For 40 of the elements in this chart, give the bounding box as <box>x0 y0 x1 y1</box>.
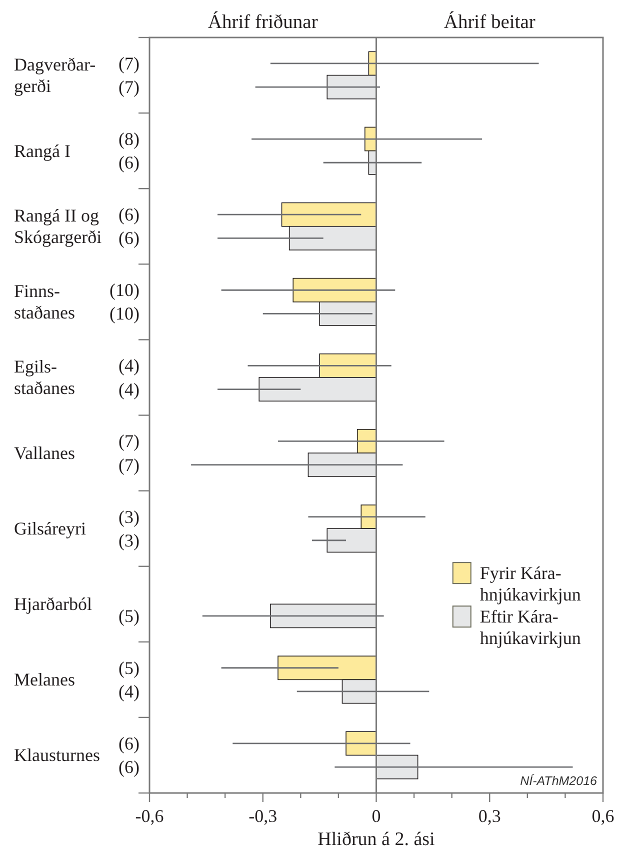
text: (7) <box>118 454 140 475</box>
text: (5) <box>118 606 140 626</box>
text: (7) <box>118 77 140 98</box>
text: (6) <box>118 152 140 173</box>
y-tick-label: Rangá II og Skógargerði <box>14 206 102 248</box>
y-tick-label: Dagverðar- gerði <box>14 54 96 96</box>
text: (3) <box>118 530 140 550</box>
text: (6) <box>118 757 140 778</box>
x-tick-label: -0,6 <box>135 806 164 826</box>
y-tick-label: Egils- staðanes <box>14 356 75 398</box>
x-tick-label: -0,3 <box>248 806 278 826</box>
text: (4) <box>118 379 140 400</box>
text: (8) <box>118 129 140 150</box>
y-tick-label: Klausturnes <box>14 745 100 766</box>
y-tick-label: Rangá I <box>14 140 70 161</box>
text: (7) <box>118 53 140 74</box>
legend-label: Fyrir Kára- hnjúkavirkjun <box>480 563 581 605</box>
x-tick-label: 0 <box>372 806 381 826</box>
text: Áhrif beitar <box>444 11 536 33</box>
text: (10) <box>110 280 140 300</box>
annotation: NÍ-AThM2016 <box>520 774 598 788</box>
text: (6) <box>118 204 140 225</box>
text: (4) <box>118 681 140 702</box>
text: (7) <box>118 431 140 452</box>
x-tick-label: 0,6 <box>592 806 614 826</box>
y-tick-label: Hjarðarból <box>14 594 92 614</box>
text: Áhrif friðunar <box>208 11 318 33</box>
text: (5) <box>118 658 140 678</box>
legend-label: Eftir Kára- hnjúkavirkjun <box>480 606 581 648</box>
text: (6) <box>118 733 140 754</box>
text: (4) <box>118 356 140 376</box>
text: (6) <box>118 228 140 248</box>
x-tick-label: 0,3 <box>478 806 501 826</box>
x-axis-title: Hliðrun á 2. ási <box>318 829 435 849</box>
y-tick-label: Finns- staðanes <box>14 281 75 323</box>
text: (10) <box>110 304 140 324</box>
y-tick-label: Melanes <box>14 670 75 690</box>
text: (3) <box>118 506 140 527</box>
y-tick-label: Gilsáreyri <box>14 518 86 539</box>
y-tick-label: Vallanes <box>14 443 75 464</box>
